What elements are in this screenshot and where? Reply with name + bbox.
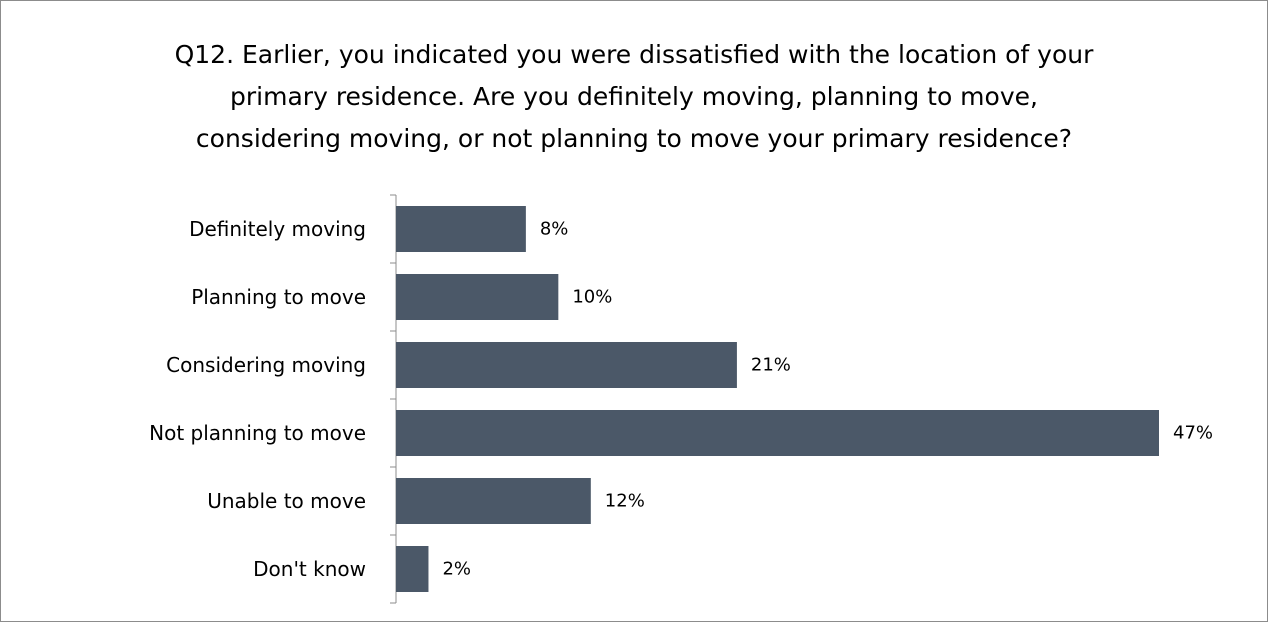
bar — [396, 342, 737, 388]
bar-chart: Definitely moving 8% Planning to move 10% Co… — [149, 194, 1213, 604]
bar — [396, 410, 1159, 456]
data-label: 8% — [540, 219, 569, 240]
bar — [396, 274, 559, 320]
category-label: Definitely moving — [189, 217, 366, 241]
category-label: Considering moving — [166, 353, 366, 377]
bar — [396, 206, 526, 252]
category-label: Don't know — [253, 557, 366, 581]
chart-title: Q12. Earlier, you indicated you were dis… — [0, 34, 1268, 160]
category-label: Planning to move — [191, 285, 366, 309]
category-label: Not planning to move — [149, 421, 366, 445]
data-label: 47% — [1173, 423, 1213, 444]
data-label: 12% — [605, 491, 645, 512]
data-label: 10% — [572, 287, 612, 308]
bar — [396, 478, 591, 524]
data-label: 2% — [442, 559, 471, 580]
bar — [396, 546, 429, 592]
chart-title-line-1: Q12. Earlier, you indicated you were dis… — [174, 40, 1094, 69]
category-label: Unable to move — [207, 489, 366, 513]
chart-title-line-2: primary residence. Are you definitely mo… — [230, 82, 1038, 111]
chart-title-line-3: considering moving, or not planning to m… — [195, 124, 1073, 153]
data-label: 21% — [751, 355, 791, 376]
